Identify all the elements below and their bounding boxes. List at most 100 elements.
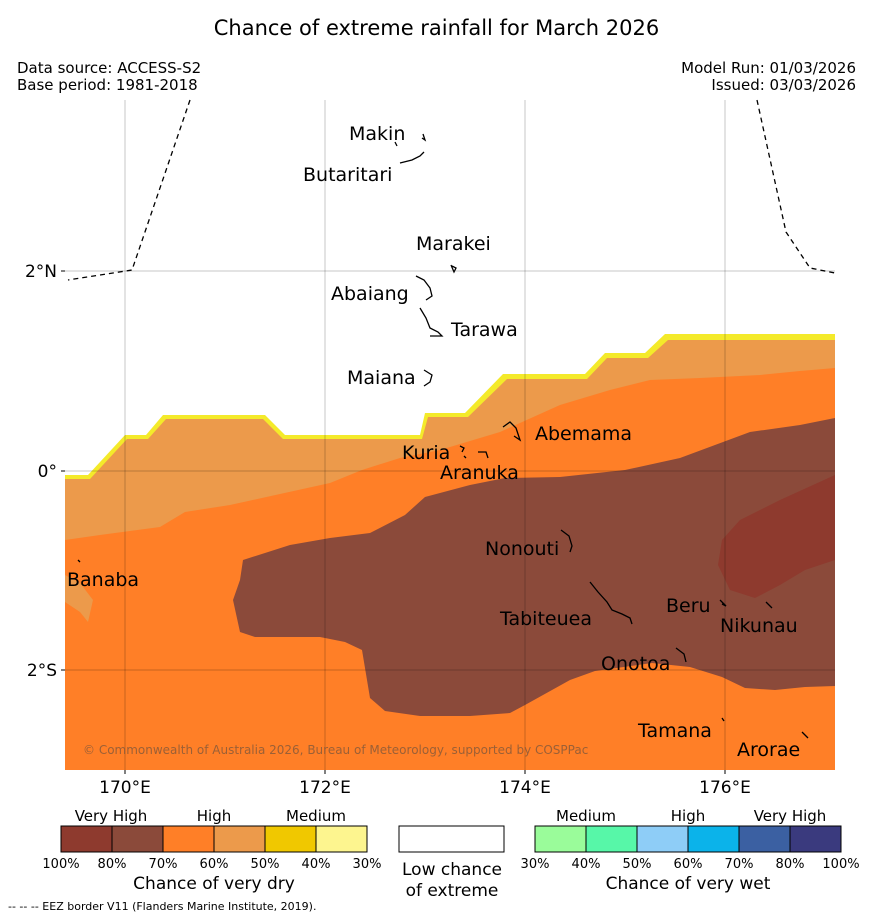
label-beru: Beru — [666, 595, 711, 617]
island-nonouti — [560, 529, 573, 553]
eez-border-west — [67, 99, 191, 281]
lon-label-174: 174°E — [499, 778, 551, 798]
lat-label-2s: 2°S — [27, 661, 57, 681]
label-arorae: Arorae — [737, 739, 800, 761]
region-very-high-dry — [233, 418, 835, 716]
place-labels: Makin Butaritari Marakei Abaiang Tarawa … — [67, 123, 800, 761]
lon-label-172: 172°E — [299, 778, 351, 798]
island-abaiang — [415, 275, 433, 301]
legend-low: Low chance of extreme — [398, 825, 505, 901]
eez-borders — [67, 99, 836, 281]
legend-wet-tick-70: 70% — [725, 857, 754, 872]
label-marakei: Marakei — [416, 233, 491, 255]
legend-dry-title: Chance of very dry — [133, 874, 295, 894]
legend-dry-swatch-70-60 — [162, 825, 215, 853]
island-tabiteuea — [589, 581, 633, 625]
legend-wet-tick-50: 50% — [623, 857, 652, 872]
meta-left: Data source: ACCESS-S2 Base period: 1981… — [17, 60, 201, 94]
label-tabiteuea: Tabiteuea — [499, 608, 592, 630]
label-banaba: Banaba — [67, 569, 139, 591]
island-marakei — [450, 264, 457, 274]
label-maiana: Maiana — [347, 367, 416, 389]
model-run: Model Run: 01/03/2026 — [681, 59, 856, 77]
island-tarawa — [419, 307, 444, 337]
island-kuria — [459, 445, 467, 459]
island-nikunau — [765, 601, 773, 609]
legend-wet-tick-100: 100% — [822, 857, 859, 872]
legend-dry-tick-50: 50% — [251, 857, 280, 872]
legend-wet-title: Chance of very wet — [606, 874, 771, 894]
legend-dry-swatch-100-80 — [60, 825, 113, 853]
meta-right: Model Run: 01/03/2026 Issued: 03/03/2026 — [681, 60, 856, 94]
island-arorae — [801, 731, 809, 739]
data-source: Data source: ACCESS-S2 — [17, 59, 202, 77]
forecast-regions — [65, 334, 835, 770]
legend-wet-swatch-40-50 — [585, 825, 638, 853]
label-nikunau: Nikunau — [720, 615, 798, 637]
label-nonouti: Nonouti — [485, 538, 559, 560]
base-period: Base period: 1981-2018 — [17, 76, 198, 94]
legend-wet-swatch-30-40 — [534, 825, 587, 853]
label-butaritari: Butaritari — [303, 164, 392, 186]
island-maiana — [423, 369, 433, 387]
legend-dry-swatch-60-50 — [213, 825, 266, 853]
map-title: Chance of extreme rainfall for March 202… — [213, 16, 660, 40]
legend-dry-tick-70: 70% — [149, 857, 178, 872]
legend-low-swatch — [398, 825, 505, 853]
region-banaba-blob — [65, 575, 93, 622]
legend-dry-header-medium: Medium — [286, 807, 346, 825]
legend-wet-tick-80: 80% — [776, 857, 805, 872]
legend-dry-tick-60: 60% — [200, 857, 229, 872]
label-makin: Makin — [349, 123, 405, 145]
legend-dry-tick-80: 80% — [98, 857, 127, 872]
island-tamana — [721, 717, 725, 722]
island-makin — [421, 133, 427, 142]
legend-wet-swatch-80-100 — [789, 825, 842, 853]
legend-wet-header-high: High — [671, 807, 705, 825]
legend-dry: Very High High Medium 100% 80% 70% 60% 5… — [42, 807, 381, 894]
island-beru — [719, 599, 727, 607]
legend-dry-swatch-80-70 — [111, 825, 164, 853]
island-aranuka — [478, 451, 489, 459]
legend-wet-tick-30: 30% — [521, 857, 550, 872]
label-abemama: Abemama — [535, 423, 632, 445]
legend-wet-swatch-70-80 — [738, 825, 791, 853]
legend-wet-header-medium: Medium — [556, 807, 616, 825]
legend-wet-tick-40: 40% — [572, 857, 601, 872]
eez-footnote: -- -- -- EEZ border V11 (Flanders Marine… — [8, 900, 317, 913]
label-kuria: Kuria — [402, 442, 450, 464]
label-tarawa: Tarawa — [450, 319, 518, 341]
label-abaiang: Abaiang — [331, 283, 409, 305]
label-tamana: Tamana — [637, 720, 712, 742]
lon-label-170: 170°E — [99, 778, 151, 798]
lat-label-0: 0° — [38, 462, 57, 482]
island-outlines — [77, 133, 809, 739]
axis-ticks — [61, 270, 726, 774]
label-onotoa: Onotoa — [601, 653, 670, 675]
legend-low-line2: of extreme — [406, 881, 499, 901]
legend-dry-header-high: High — [197, 807, 231, 825]
lon-label-176: 176°E — [699, 778, 751, 798]
legend-wet: Medium High Very High 30% 40% 50% 60% 70… — [521, 807, 860, 894]
legend-dry-tick-100: 100% — [42, 857, 79, 872]
legend-wet-header-very-high: Very High — [754, 807, 827, 825]
legend-dry-tick-40: 40% — [302, 857, 331, 872]
island-onotoa — [675, 647, 687, 663]
lat-label-2n: 2°N — [25, 262, 57, 282]
legend-wet-swatch-50-60 — [636, 825, 689, 853]
issued-date: Issued: 03/03/2026 — [711, 76, 856, 94]
graticule — [65, 100, 835, 770]
legend-wet-swatch-60-70 — [687, 825, 740, 853]
legend-wet-tick-60: 60% — [674, 857, 703, 872]
legend-dry-header-very-high: Very High — [75, 807, 148, 825]
region-extreme-dry — [718, 475, 835, 598]
island-butaritari — [394, 141, 425, 164]
legend-low-line1: Low chance — [402, 860, 502, 880]
label-aranuka: Aranuka — [440, 462, 519, 484]
copyright-notice: © Commonwealth of Australia 2026, Bureau… — [83, 743, 588, 757]
legend-dry-swatch-50-40 — [264, 825, 317, 853]
axis-labels: 2°N 0° 2°S 170°E 172°E 174°E 176°E — [25, 262, 751, 798]
island-banaba — [77, 559, 81, 563]
eez-border-east — [756, 99, 836, 274]
